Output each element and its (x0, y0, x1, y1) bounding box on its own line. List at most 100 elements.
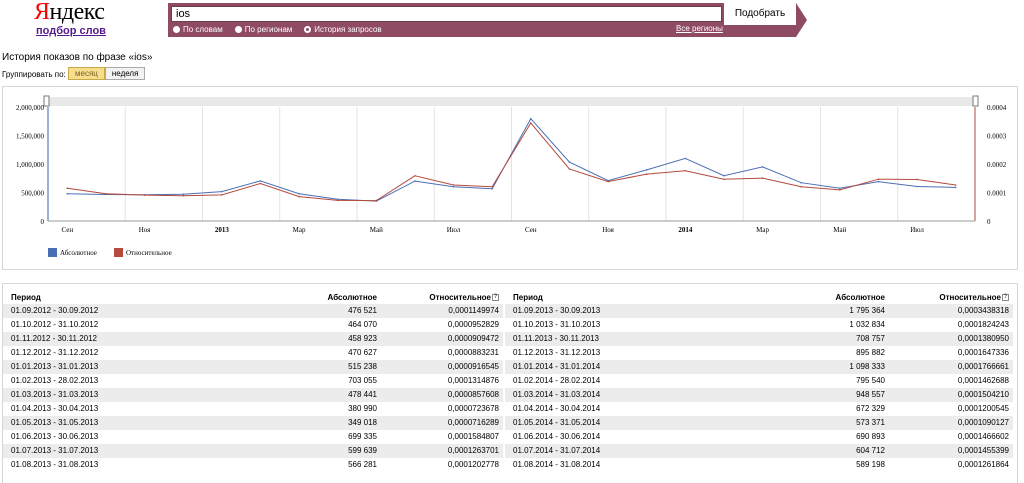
col-period-header: Период (11, 293, 41, 302)
y-right-tick-label: 0.0004 (987, 104, 1007, 112)
x-tick-label: Июл (910, 226, 924, 234)
cell-period: 01.02.2014 - 28.02.2014 (513, 376, 601, 385)
cell-period: 01.04.2014 - 30.04.2014 (513, 404, 601, 413)
table-row: 01.08.2013 - 31.08.2013 566 281 0,00012027… (3, 458, 503, 472)
table-row: 01.01.2014 - 31.01.2014 1 098 333 0,000176… (505, 360, 1013, 374)
series-2-point (221, 194, 223, 196)
radio-by-regions[interactable]: По регионам (234, 24, 292, 35)
legend-label: Относительное (126, 249, 172, 257)
radio-by-words[interactable]: По словам (173, 24, 223, 35)
cell-rel: 0,0001200545 (957, 404, 1009, 413)
series-2-point (105, 193, 107, 195)
series-2-point (375, 199, 378, 202)
series-1-point (491, 187, 494, 190)
series-1-point (221, 190, 223, 193)
cell-abs: 708 757 (755, 332, 885, 346)
radio-selected-icon (304, 26, 312, 33)
series-2-point (530, 122, 532, 124)
history-table-right: Период Абсолютное Относительное? 01.09.2… (505, 292, 1013, 472)
table-row: 01.03.2014 - 31.03.2014 948 557 0,00015042… (505, 388, 1013, 402)
group-week-button[interactable]: неделя (104, 67, 146, 80)
cell-period: 01.01.2013 - 31.01.2013 (3, 360, 253, 374)
series-2-point (839, 189, 841, 191)
cell-period: 01.08.2013 - 31.08.2013 (11, 460, 99, 469)
series-2-point (684, 169, 687, 172)
series-1-point (645, 169, 648, 171)
search-input[interactable] (171, 6, 722, 22)
cell-abs: 795 540 (856, 376, 885, 385)
cell-rel: 0,0001090127 (885, 416, 1013, 430)
help-icon[interactable]: ? (492, 294, 499, 302)
x-tick-label: Май (370, 226, 383, 234)
series-1-point (761, 166, 764, 168)
cell-period: 01.06.2013 - 30.06.2013 (11, 432, 99, 441)
cell-abs: 690 893 (856, 432, 885, 441)
cell-rel: 0,0001263701 (377, 444, 503, 458)
radio-query-history[interactable]: История запросов (304, 24, 382, 35)
series-line-2 (67, 122, 956, 202)
cell-rel: 0,0001149974 (377, 304, 503, 318)
cell-rel: 0,0001462688 (957, 376, 1009, 385)
cell-abs: 349 018 (253, 416, 377, 430)
table-row: 01.05.2014 - 31.05.2014 573 371 0,00010901… (505, 416, 1013, 430)
y-right-tick-label: 0.0002 (987, 161, 1007, 169)
x-tick-label: Ноя (139, 226, 151, 234)
cell-period: 01.10.2012 - 31.10.2012 (11, 320, 99, 329)
table-header-row: Период Абсолютное Относительное? (505, 292, 1013, 304)
all-regions-link[interactable]: Все регионы (676, 24, 723, 33)
x-tick-label: Ноя (602, 226, 614, 234)
series-2-point (66, 187, 69, 189)
table-row: 01.01.2013 - 31.01.2013 515 238 0,00009165… (3, 360, 503, 374)
cell-abs: 380 990 (348, 404, 377, 413)
radio-label: История запросов (314, 25, 382, 34)
wordstat-link[interactable]: подбор слов (36, 25, 106, 37)
series-1-point (182, 193, 184, 195)
cell-rel: 0,0001202778 (447, 460, 499, 469)
logo-text: ндекс (49, 0, 105, 25)
legend-swatch (48, 248, 57, 257)
series-1-point (877, 180, 880, 183)
cell-rel: 0,0001584807 (447, 432, 499, 441)
table-row: 01.02.2014 - 28.02.2014 795 540 0,00014626… (505, 374, 1013, 388)
cell-rel: 0,0000916545 (377, 360, 503, 374)
series-2-point (723, 178, 725, 181)
table-header-row: Период Абсолютное Относительное? (3, 292, 503, 304)
search-button[interactable]: Подобрать (724, 3, 796, 25)
series-2-point (143, 194, 146, 196)
series-2-point (607, 180, 609, 183)
radio-icon (173, 26, 180, 33)
series-1-point (800, 181, 802, 184)
radio-icon (234, 26, 242, 33)
cell-rel: 0,0003438318 (885, 304, 1013, 318)
series-2-point (877, 178, 880, 180)
col-rel-label: Относительное (939, 293, 1001, 302)
series-2-point (954, 184, 957, 186)
y-left-tick-label: 1,500,000 (16, 133, 45, 141)
table-row: 01.11.2013 - 30.11.2013 708 757 0,00013809… (505, 332, 1013, 346)
series-2-point (800, 186, 802, 188)
y-right-tick-label: 0.0003 (987, 133, 1007, 141)
cell-abs: 573 371 (755, 416, 885, 430)
cell-period: 01.05.2014 - 31.05.2014 (505, 416, 755, 430)
scroller-handle-right (972, 95, 979, 107)
cell-abs: 1 098 333 (755, 360, 885, 374)
series-1-point (568, 161, 571, 163)
table-row: 01.06.2013 - 30.06.2013 699 335 0,00015848… (3, 430, 503, 444)
cell-period: 01.07.2013 - 31.07.2013 (3, 444, 253, 458)
cell-abs: 478 441 (253, 388, 377, 402)
group-month-button[interactable]: месяц (68, 67, 105, 80)
cell-rel: 0,0000952829 (447, 320, 499, 329)
yandex-logo[interactable]: Яндекс (34, 0, 105, 24)
y-left-tick-label: 2,000,000 (16, 104, 45, 112)
cell-abs: 599 639 (253, 444, 377, 458)
history-table-panel: Период Абсолютное Относительное? 01.09.2… (2, 283, 1018, 483)
help-icon[interactable]: ? (1002, 294, 1009, 302)
x-tick-label: Май (833, 226, 846, 234)
cell-abs: 470 627 (348, 348, 377, 357)
series-1-point (452, 186, 455, 188)
series-2-point (452, 184, 455, 186)
series-1-point (954, 186, 957, 189)
cell-rel: 0,0001380950 (885, 332, 1013, 346)
cell-period: 01.11.2012 - 30.11.2012 (3, 332, 253, 346)
col-period-header: Период (513, 293, 543, 302)
